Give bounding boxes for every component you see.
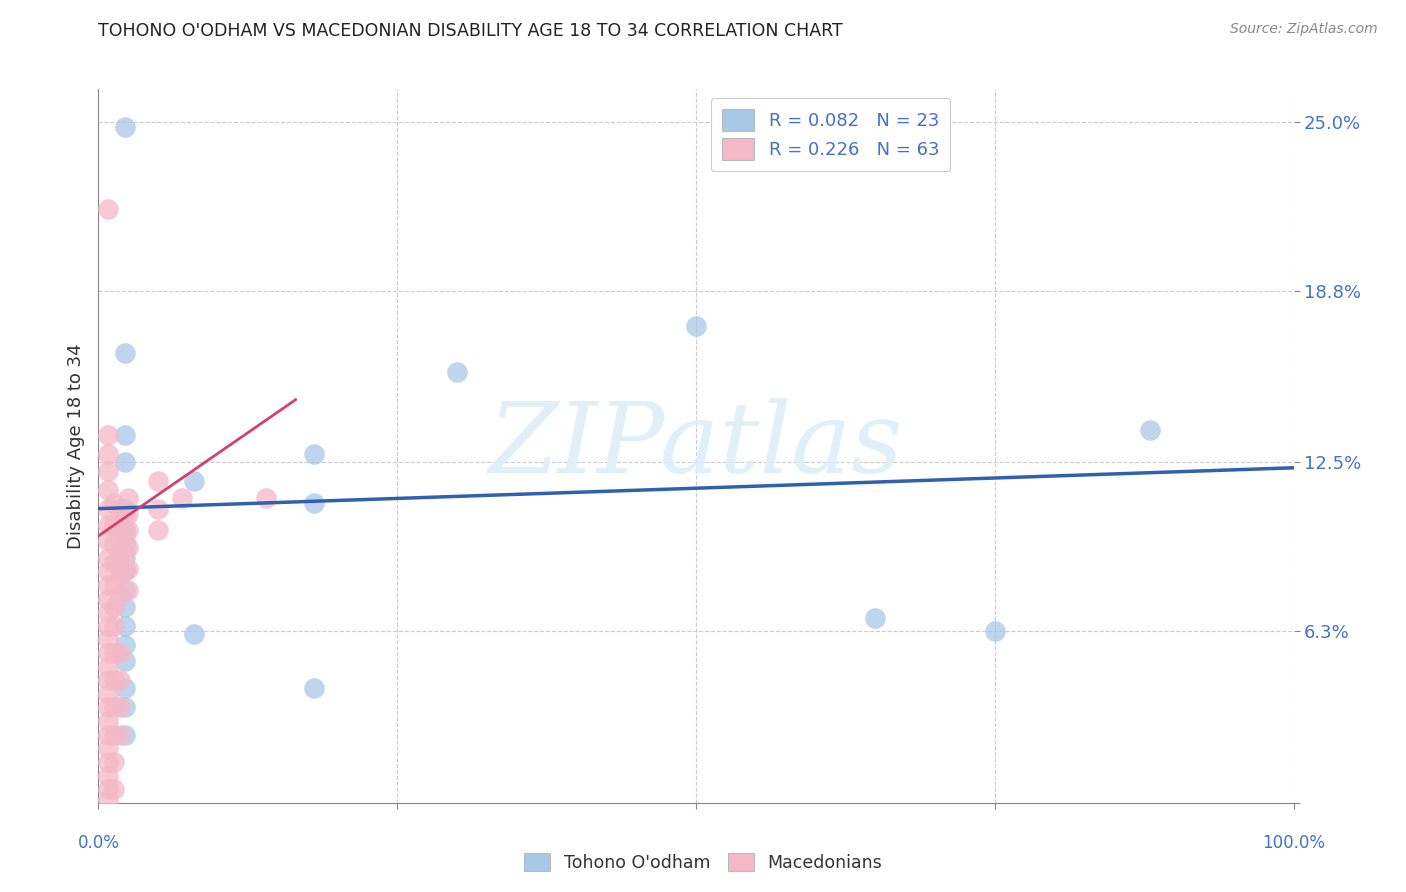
Point <box>117 491 139 505</box>
Point <box>97 714 120 728</box>
Point <box>97 782 120 797</box>
Point <box>114 561 136 575</box>
Point <box>97 534 120 549</box>
Point <box>103 646 125 660</box>
Point <box>108 501 131 516</box>
Point <box>117 524 139 538</box>
Point <box>97 768 120 782</box>
Point <box>108 728 131 742</box>
Point <box>103 755 125 769</box>
Point <box>97 591 120 606</box>
Point <box>148 501 170 516</box>
Point <box>863 610 886 624</box>
Point <box>97 518 120 533</box>
Point <box>183 627 205 641</box>
Point <box>148 475 170 489</box>
Text: Source: ZipAtlas.com: Source: ZipAtlas.com <box>1230 22 1378 37</box>
Point <box>114 120 136 135</box>
Point <box>97 202 120 216</box>
Point <box>114 501 136 516</box>
Point <box>114 550 136 565</box>
Point <box>103 599 125 614</box>
Point <box>117 540 139 554</box>
Point <box>97 564 120 578</box>
Point <box>97 687 120 701</box>
Point <box>103 556 125 570</box>
Point <box>114 654 136 668</box>
Point <box>114 619 136 633</box>
Point <box>108 646 131 660</box>
Point <box>103 782 125 797</box>
Point <box>97 673 120 688</box>
Point <box>97 578 120 592</box>
Point <box>103 700 125 714</box>
Point <box>114 346 136 360</box>
Point <box>983 624 1005 639</box>
Point <box>114 728 136 742</box>
Point <box>108 567 131 582</box>
Point <box>114 428 136 442</box>
Point <box>114 455 136 469</box>
Point <box>108 700 131 714</box>
Point <box>103 673 125 688</box>
Point <box>103 619 125 633</box>
Point <box>1139 423 1161 437</box>
Point <box>685 319 707 334</box>
Point <box>446 366 468 380</box>
Point <box>97 501 120 516</box>
Point <box>108 673 131 688</box>
Point <box>114 509 136 524</box>
Point <box>97 728 120 742</box>
Point <box>117 507 139 521</box>
Legend: R = 0.082   N = 23, R = 0.226   N = 63: R = 0.082 N = 23, R = 0.226 N = 63 <box>711 98 950 171</box>
Y-axis label: Disability Age 18 to 34: Disability Age 18 to 34 <box>66 343 84 549</box>
Point <box>103 518 125 533</box>
Point <box>114 638 136 652</box>
Point <box>97 741 120 756</box>
Point <box>254 491 277 505</box>
Point <box>97 793 120 807</box>
Point <box>108 524 131 538</box>
Point <box>183 475 205 489</box>
Point <box>97 700 120 714</box>
Point <box>114 537 136 551</box>
Point <box>117 583 139 598</box>
Point <box>302 447 325 461</box>
Point <box>97 550 120 565</box>
Legend: Tohono O'odham, Macedonians: Tohono O'odham, Macedonians <box>517 847 889 879</box>
Point <box>97 619 120 633</box>
Point <box>97 447 120 461</box>
Text: 100.0%: 100.0% <box>1263 834 1324 852</box>
Point <box>172 491 194 505</box>
Text: 0.0%: 0.0% <box>77 834 120 852</box>
Point <box>97 463 120 477</box>
Point <box>103 578 125 592</box>
Point <box>108 545 131 559</box>
Point <box>302 496 325 510</box>
Point <box>103 496 125 510</box>
Point <box>114 583 136 598</box>
Point <box>97 483 120 497</box>
Point <box>114 599 136 614</box>
Point <box>117 561 139 575</box>
Text: ZIPatlas: ZIPatlas <box>489 399 903 493</box>
Point <box>114 545 136 559</box>
Point <box>114 524 136 538</box>
Point <box>302 681 325 696</box>
Point <box>97 605 120 619</box>
Point <box>103 537 125 551</box>
Point <box>97 646 120 660</box>
Point <box>97 659 120 673</box>
Point <box>97 428 120 442</box>
Point <box>148 524 170 538</box>
Text: TOHONO O'ODHAM VS MACEDONIAN DISABILITY AGE 18 TO 34 CORRELATION CHART: TOHONO O'ODHAM VS MACEDONIAN DISABILITY … <box>98 22 844 40</box>
Point <box>97 755 120 769</box>
Point <box>108 589 131 603</box>
Point <box>114 700 136 714</box>
Point <box>114 564 136 578</box>
Point <box>114 681 136 696</box>
Point <box>97 632 120 647</box>
Point <box>103 728 125 742</box>
Point <box>114 529 136 543</box>
